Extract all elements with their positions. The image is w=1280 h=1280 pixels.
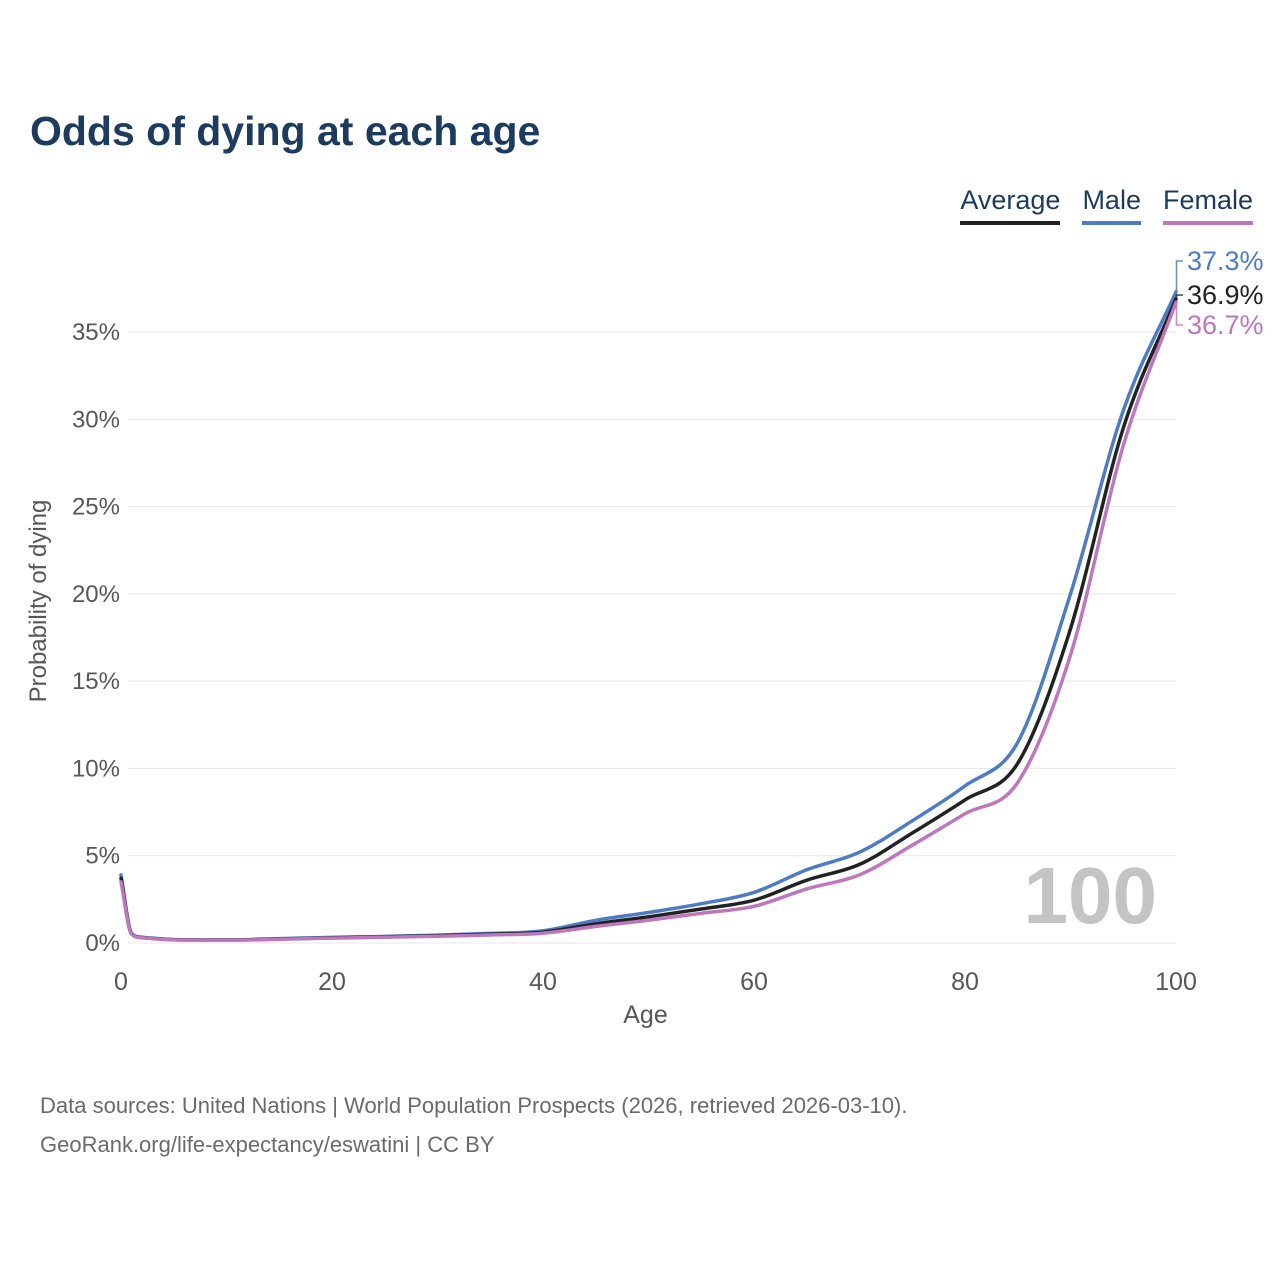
legend-item-male[interactable]: Male — [1082, 185, 1141, 225]
y-tick-label-35: 35% — [72, 319, 120, 346]
y-tick-label-10: 10% — [72, 755, 120, 782]
series-line-average[interactable] — [119, 297, 1178, 942]
footer: Data sources: United Nations | World Pop… — [40, 1086, 907, 1164]
legend-item-average[interactable]: Average — [960, 185, 1061, 225]
x-axis-title: Age — [623, 1001, 667, 1029]
end-value-label-male: 37.3% — [1187, 246, 1264, 276]
footer-license-line: GeoRank.org/life-expectancy/eswatini | C… — [40, 1132, 495, 1157]
x-tick-label-60: 60 — [740, 968, 768, 996]
legend-label-female: Female — [1162, 185, 1253, 215]
x-tick-label-0: 0 — [114, 968, 128, 996]
x-tick-label-80: 80 — [951, 968, 979, 996]
series-line-male[interactable] — [119, 290, 1178, 942]
end-label-connector-average — [1175, 294, 1183, 299]
end-value-label-average: 36.9% — [1187, 280, 1264, 310]
y-tick-label-15: 15% — [72, 668, 120, 695]
x-tick-label-20: 20 — [318, 968, 346, 996]
chart-title: Odds of dying at each age — [30, 108, 541, 154]
y-tick-label-20: 20% — [72, 581, 120, 608]
end-label-connector-female — [1175, 302, 1183, 326]
legend-label-male: Male — [1082, 185, 1141, 215]
legend: Average Male Female — [960, 185, 1253, 225]
y-tick-label-25: 25% — [72, 494, 120, 521]
x-tick-label-100: 100 — [1155, 968, 1197, 996]
series-line-female[interactable] — [119, 300, 1178, 942]
y-tick-label-30: 30% — [72, 406, 120, 433]
end-label-connector-male — [1175, 260, 1183, 292]
y-axis-title: Probability of dying — [25, 500, 52, 703]
x-tick-label-40: 40 — [529, 968, 557, 996]
legend-label-average: Average — [960, 185, 1061, 215]
legend-item-female[interactable]: Female — [1162, 185, 1253, 225]
y-tick-label-5: 5% — [85, 843, 120, 870]
hovered-age-watermark: 100 — [1024, 851, 1157, 940]
y-tick-label-0: 0% — [85, 930, 120, 957]
end-value-label-female: 36.7% — [1187, 310, 1264, 340]
footer-source-line: Data sources: United Nations | World Pop… — [40, 1093, 908, 1118]
